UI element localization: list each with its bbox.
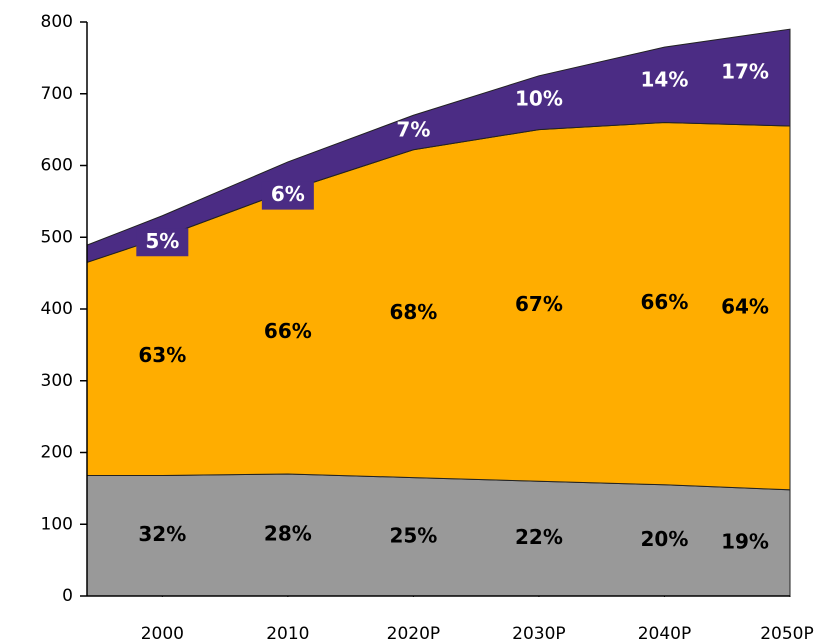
annotation: 10% xyxy=(515,87,563,111)
annotation: 32% xyxy=(138,522,186,546)
y-tick-label: 300 xyxy=(41,371,73,391)
x-tick-label: 2000 xyxy=(141,624,184,642)
annotation: 63% xyxy=(138,343,186,367)
label-box xyxy=(136,228,189,257)
area xyxy=(86,28,791,264)
annotation: 66% xyxy=(641,290,689,314)
annotation: 67% xyxy=(515,292,563,316)
annotation: 17% xyxy=(721,59,769,83)
annotation: 20% xyxy=(641,527,689,551)
y-tick-label: 700 xyxy=(41,84,73,104)
annotation: 6% xyxy=(271,182,305,206)
annotation: 28% xyxy=(264,522,312,546)
annotation: 7% xyxy=(396,117,430,141)
annotation: 68% xyxy=(389,300,437,324)
x-tick-label: 2040P xyxy=(638,624,692,642)
label-box xyxy=(261,181,314,210)
y-tick-label: 800 xyxy=(41,12,73,32)
y-tick-label: 200 xyxy=(41,443,73,463)
x-tick-label: 2010 xyxy=(266,624,309,642)
x-tick-label: 2050P xyxy=(760,624,814,642)
x-tick-label: 2020P xyxy=(387,624,441,642)
annotation: 5% xyxy=(145,229,179,253)
annotation: 19% xyxy=(721,529,769,553)
y-tick-label: 600 xyxy=(41,156,73,176)
y-tick-label: 100 xyxy=(41,514,73,534)
annotation: 66% xyxy=(264,319,312,343)
annotation: 25% xyxy=(389,523,437,547)
x-tick-label: 2030P xyxy=(512,624,566,642)
annotation: 22% xyxy=(515,525,563,549)
annotation: 64% xyxy=(721,294,769,318)
y-tick-label: 400 xyxy=(41,299,73,319)
y-tick-label: 500 xyxy=(41,227,73,247)
y-tick-label: 0 xyxy=(62,586,73,606)
annotation: 14% xyxy=(641,68,689,92)
